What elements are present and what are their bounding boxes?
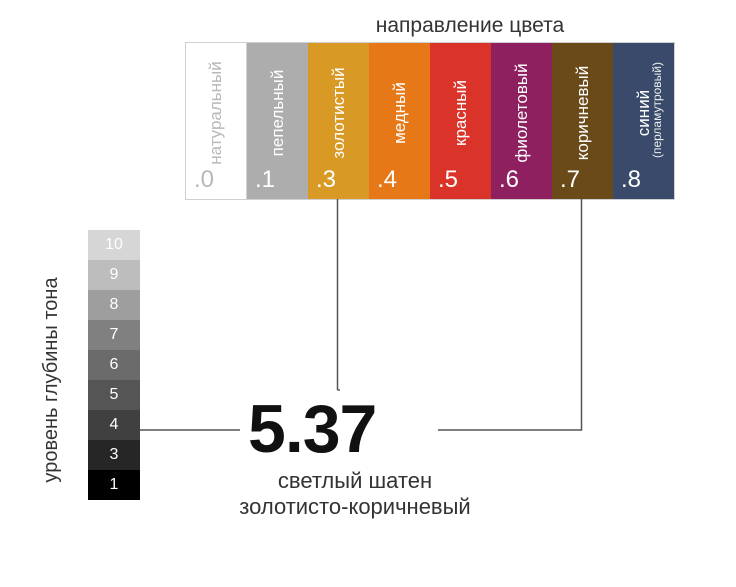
color-cell-sublabel: (перламутровый) xyxy=(650,62,664,158)
code-number: 5.37 xyxy=(248,390,376,468)
color-cell-1: пепельный .1 xyxy=(247,43,308,199)
color-cell-label: пепельный xyxy=(268,70,288,157)
color-direction-title: направление цвета xyxy=(295,14,645,38)
color-cell-number: .3 xyxy=(316,166,336,194)
color-cell-number: .5 xyxy=(438,166,458,194)
tone-cell-4: 4 xyxy=(88,410,140,440)
tone-cell-6: 6 xyxy=(88,350,140,380)
code-description: светлый шатен золотисто-коричневый xyxy=(200,468,510,521)
color-cell-label: натуральный xyxy=(206,61,226,165)
color-cell-number: .6 xyxy=(499,166,519,194)
tone-depth-column: 1098765431 xyxy=(88,230,140,500)
color-cell-6: фиолетовый .6 xyxy=(491,43,552,199)
color-cell-number: .8 xyxy=(621,166,641,194)
desc-line-1: светлый шатен xyxy=(278,468,432,493)
tone-cell-9: 9 xyxy=(88,260,140,290)
color-cell-4: медный .4 xyxy=(369,43,430,199)
color-cell-0: натуральный.0 xyxy=(186,43,247,199)
tone-cell-8: 8 xyxy=(88,290,140,320)
tone-cell-3: 3 xyxy=(88,440,140,470)
color-cell-8: синий(перламутровый).8 xyxy=(613,43,674,199)
color-direction-row: натуральный.0 пепельный .1 золотистый .3 медн… xyxy=(185,42,675,200)
tone-cell-1: 1 xyxy=(88,470,140,500)
color-cell-label: медный xyxy=(390,82,410,144)
tone-depth-title: уровень глубины тона xyxy=(40,250,63,510)
color-cell-label: золотистый xyxy=(329,67,349,158)
tone-cell-5: 5 xyxy=(88,380,140,410)
color-cell-5: красный .5 xyxy=(430,43,491,199)
desc-line-2: золотисто-коричневый xyxy=(239,494,470,519)
color-cell-label: красный xyxy=(451,80,471,146)
color-cell-7: коричневый .7 xyxy=(552,43,613,199)
color-cell-label: коричневый xyxy=(573,66,593,160)
color-cell-label: фиолетовый xyxy=(512,63,532,162)
color-cell-number: .7 xyxy=(560,166,580,194)
color-cell-3: золотистый .3 xyxy=(308,43,369,199)
color-cell-number: .0 xyxy=(194,166,214,194)
tone-cell-7: 7 xyxy=(88,320,140,350)
color-cell-number: .4 xyxy=(377,166,397,194)
tone-cell-10: 10 xyxy=(88,230,140,260)
color-cell-number: .1 xyxy=(255,166,275,194)
